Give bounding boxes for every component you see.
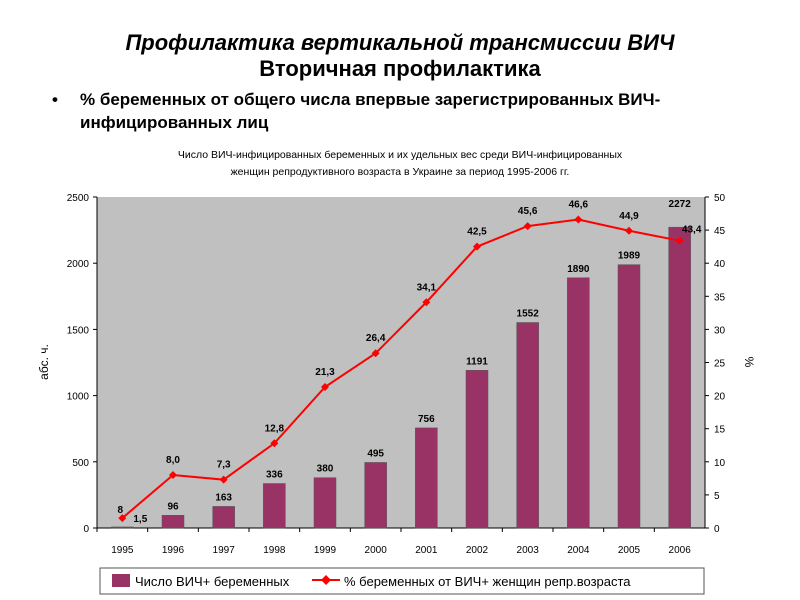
x-tick-label: 2002 xyxy=(466,545,489,556)
bar xyxy=(212,506,235,529)
y-tick-label: 1500 xyxy=(67,325,90,336)
line-point xyxy=(422,298,431,307)
y2-tick-label: 10 xyxy=(714,458,726,469)
bar-value-label: 1989 xyxy=(618,251,641,262)
bar-value-label: 336 xyxy=(266,470,283,481)
line-point xyxy=(675,236,684,245)
legend xyxy=(99,567,705,595)
y-axis-label: абс. ч. xyxy=(37,344,51,380)
x-tick-label: 2006 xyxy=(669,545,692,556)
slide-title: Профилактика вертикальной трансмиссии ВИ… xyxy=(125,30,675,55)
bar-value-label: 2272 xyxy=(669,199,692,210)
legend-line-label: % беременных от ВИЧ+ женщин репр.возраст… xyxy=(344,574,631,589)
slide-subtitle: Вторичная профилактика xyxy=(259,56,541,81)
line-value-label: 45,6 xyxy=(518,206,538,217)
line-value-label: 43,4 xyxy=(682,225,702,236)
bar-value-label: 380 xyxy=(317,464,334,475)
y-tick-label: 0 xyxy=(83,524,89,535)
bar xyxy=(617,264,641,529)
line-value-label: 7,3 xyxy=(217,460,231,471)
x-tick-label: 1995 xyxy=(111,545,134,556)
bullet-item: • % беременных от общего числа впервые з… xyxy=(52,88,752,134)
y2-tick-label: 15 xyxy=(714,425,726,436)
line-value-label: 12,8 xyxy=(265,423,285,434)
y-tick-label: 1000 xyxy=(67,392,90,403)
y2-tick-label: 0 xyxy=(714,524,720,535)
bar-value-label: 1890 xyxy=(567,264,590,275)
x-tick-label: 1997 xyxy=(213,545,236,556)
plot-area xyxy=(97,197,705,528)
line-value-label: 21,3 xyxy=(315,367,335,378)
y2-tick-label: 5 xyxy=(714,491,720,502)
line-point xyxy=(625,226,633,235)
bullet-icon: • xyxy=(52,90,58,109)
bar xyxy=(313,477,337,529)
y2-tick-label: 20 xyxy=(714,392,726,403)
y2-axis-label: % xyxy=(742,357,756,368)
chart-title-line1: Число ВИЧ-инфицированных беременных и их… xyxy=(178,149,623,161)
x-tick-label: 2000 xyxy=(365,545,388,556)
y2-tick-label: 25 xyxy=(714,359,726,370)
line-point xyxy=(219,475,228,484)
bar xyxy=(516,322,539,529)
bar-value-label: 163 xyxy=(215,492,232,503)
bar-value-label: 1552 xyxy=(517,309,540,320)
line-point xyxy=(523,222,532,231)
line-point xyxy=(169,471,177,480)
x-tick-label: 1999 xyxy=(314,545,337,556)
x-tick-label: 2004 xyxy=(567,545,590,556)
bar xyxy=(465,370,489,529)
y-tick-label: 500 xyxy=(72,458,89,469)
line-value-label: 46,6 xyxy=(569,200,589,211)
bar xyxy=(567,277,590,529)
bar xyxy=(415,427,438,529)
bar-value-label: 495 xyxy=(367,448,384,459)
legend-bar-swatch xyxy=(112,574,130,587)
y2-tick-label: 45 xyxy=(714,226,726,237)
bar xyxy=(161,515,185,529)
line-value-label: 1,5 xyxy=(133,514,147,525)
line-value-label: 8,0 xyxy=(166,455,180,466)
line-value-label: 34,1 xyxy=(417,282,437,293)
x-tick-label: 2003 xyxy=(517,545,540,556)
line-value-label: 26,4 xyxy=(366,333,386,344)
y2-tick-label: 30 xyxy=(714,325,726,336)
bar xyxy=(111,526,134,529)
line-point xyxy=(118,514,127,523)
bar-value-label: 756 xyxy=(418,414,435,425)
legend-bar-label: Число ВИЧ+ беременных xyxy=(135,574,290,589)
y2-tick-label: 35 xyxy=(714,292,726,303)
line-point xyxy=(574,215,583,224)
x-tick-label: 2001 xyxy=(415,545,438,556)
line-point xyxy=(371,349,380,358)
bar xyxy=(668,226,691,529)
bullet-text: % беременных от общего числа впервые зар… xyxy=(80,90,661,132)
x-tick-label: 1998 xyxy=(263,545,286,556)
line-point xyxy=(473,242,481,251)
y-tick-label: 2000 xyxy=(67,259,90,270)
x-tick-label: 1996 xyxy=(162,545,185,556)
y-tick-label: 2500 xyxy=(67,193,90,204)
bar xyxy=(364,462,387,529)
chart-title-line2: женщин репродуктивного возраста в Украин… xyxy=(231,166,570,178)
line-point xyxy=(270,439,279,448)
x-tick-label: 2005 xyxy=(618,545,641,556)
bar-value-label: 96 xyxy=(167,501,179,512)
line-point xyxy=(321,382,329,391)
y2-tick-label: 50 xyxy=(714,193,726,204)
y2-tick-label: 40 xyxy=(714,259,726,270)
line-value-label: 44,9 xyxy=(619,211,639,222)
percent-line xyxy=(121,218,680,519)
bar-value-label: 1191 xyxy=(466,356,488,367)
bar-value-label: 8 xyxy=(118,505,124,516)
bar xyxy=(263,483,286,529)
legend-line-marker xyxy=(321,575,331,585)
line-value-label: 42,5 xyxy=(467,227,487,238)
